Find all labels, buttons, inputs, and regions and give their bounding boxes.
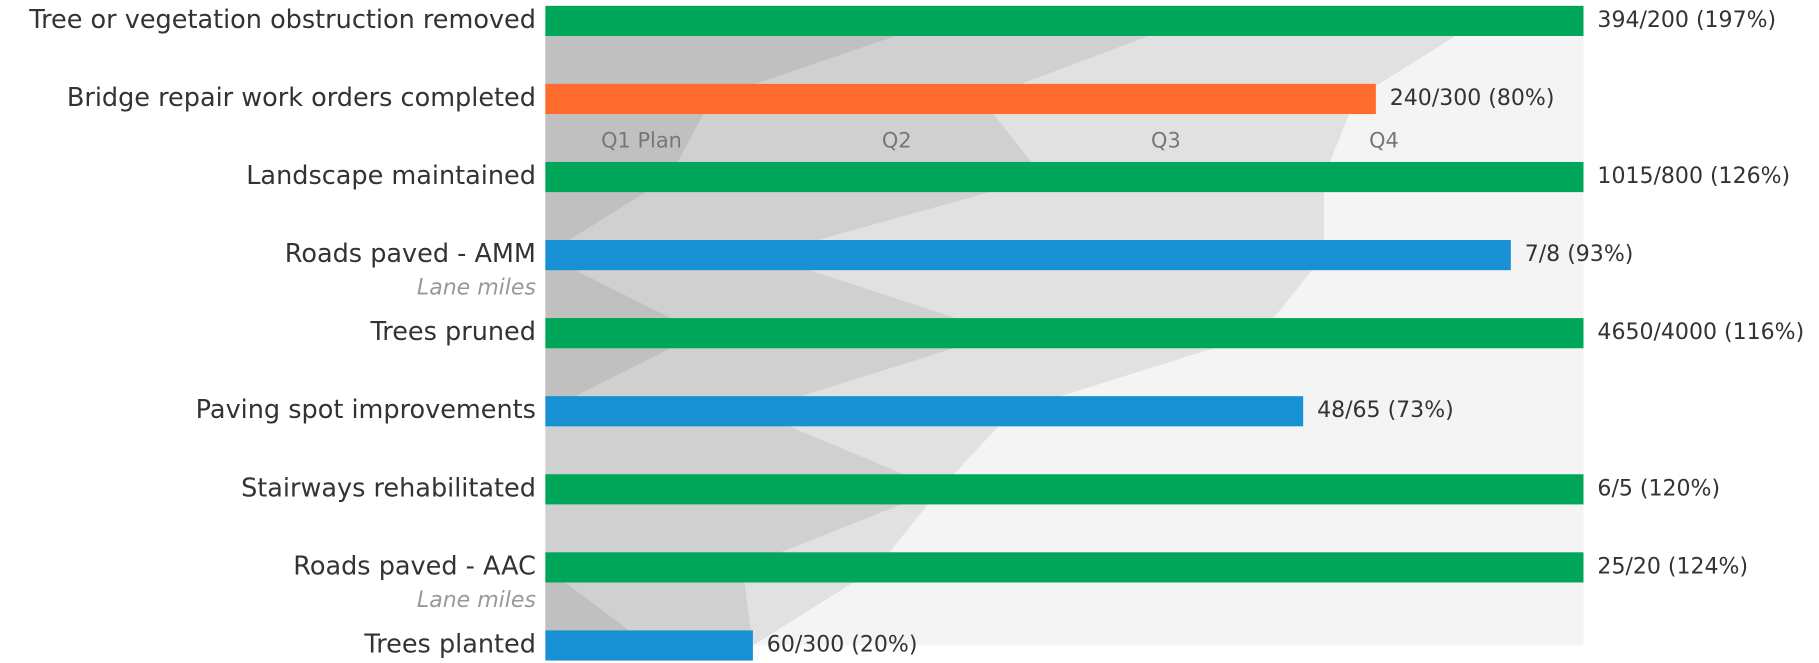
bar — [545, 396, 1304, 427]
bar — [545, 552, 1584, 583]
bar — [545, 161, 1584, 193]
quarter-label: Q3 — [1151, 129, 1181, 153]
quarter-label: Q4 — [1369, 129, 1399, 153]
value-label: 7/8 (93%) — [1525, 242, 1634, 267]
category-sublabel: Lane miles — [417, 276, 537, 301]
category-label: Tree or vegetation obstruction removed — [28, 5, 536, 35]
category-label: Roads paved - AMM — [285, 239, 536, 269]
value-label: 25/20 (124%) — [1597, 554, 1748, 579]
value-label: 48/65 (73%) — [1317, 398, 1454, 423]
value-label: 1015/800 (126%) — [1597, 164, 1790, 189]
bar — [545, 5, 1584, 36]
value-label: 240/300 (80%) — [1390, 86, 1555, 111]
value-label: 6/5 (120%) — [1597, 476, 1720, 501]
bars — [545, 5, 1584, 661]
bar — [545, 318, 1584, 349]
value-label: 4650/4000 (116%) — [1597, 320, 1804, 345]
bar — [545, 83, 1376, 115]
quarter-label: Q2 — [882, 129, 912, 153]
category-sublabel: Lane miles — [417, 588, 537, 613]
category-label: Landscape maintained — [246, 161, 536, 191]
value-label: 394/200 (197%) — [1597, 8, 1776, 33]
category-label: Paving spot improvements — [196, 395, 536, 425]
value-label: 60/300 (20%) — [767, 632, 918, 657]
category-label: Trees pruned — [369, 317, 535, 347]
bar — [545, 240, 1511, 271]
category-label: Roads paved - AAC — [293, 551, 536, 581]
quarter-label: Q1 Plan — [601, 129, 682, 153]
bar — [545, 474, 1584, 505]
category-label: Bridge repair work orders completed — [67, 83, 536, 113]
category-label: Trees planted — [363, 629, 536, 659]
bar — [545, 630, 753, 661]
category-label: Stairways rehabilitated — [241, 473, 536, 503]
